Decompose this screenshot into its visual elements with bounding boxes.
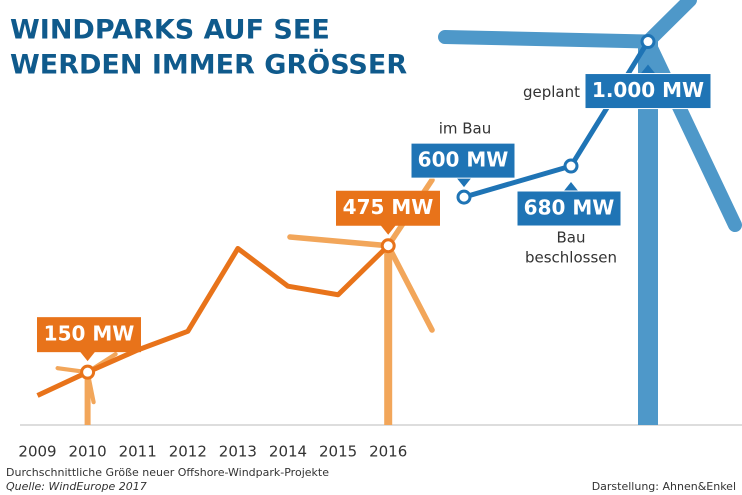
label-box: [516, 190, 622, 227]
turbine-blade: [641, 34, 742, 232]
status-label: Bau: [557, 229, 586, 247]
chart-title: WERDEN IMMER GRÖSSER: [10, 48, 407, 81]
x-tick-label: 2016: [369, 443, 407, 461]
data-point: [640, 34, 656, 50]
data-point: [380, 238, 396, 254]
x-tick-label: 2009: [18, 443, 56, 461]
data-line: [36, 243, 390, 398]
subtitle: Durchschnittliche Größe neuer Offshore-W…: [6, 466, 329, 479]
label-pointer: [456, 177, 472, 188]
turbine-blade: [641, 0, 697, 49]
label-pointer: [563, 182, 579, 193]
label-pointer: [640, 64, 656, 75]
data-label: 475 MW: [343, 195, 434, 219]
data-label: 600 MW: [418, 148, 509, 172]
data-point: [563, 158, 579, 174]
x-tick-label: 2015: [319, 443, 357, 461]
label-box: [584, 73, 712, 110]
label-box: [410, 142, 516, 179]
x-tick-label: 2010: [69, 443, 107, 461]
data-point: [456, 189, 472, 205]
status-label: im Bau: [439, 120, 492, 138]
x-tick-label: 2013: [219, 443, 257, 461]
x-tick-label: 2012: [169, 443, 207, 461]
status-label: beschlossen: [525, 249, 617, 267]
data-label: 150 MW: [44, 322, 135, 346]
turbine-blade: [438, 30, 655, 49]
status-label: geplant: [523, 83, 580, 101]
data-point: [80, 364, 96, 380]
x-tick-label: 2011: [119, 443, 157, 461]
chart-title: WINDPARKS AUF SEE: [10, 15, 330, 46]
label-pointer: [79, 351, 96, 362]
data-label: 1.000 MW: [592, 78, 704, 102]
x-tick-label: 2014: [269, 443, 307, 461]
credit: Darstellung: Ahnen&Enkel: [592, 480, 736, 493]
turbine-blade: [287, 234, 391, 249]
source: Quelle: WindEurope 2017: [6, 480, 147, 493]
turbine-blade: [385, 242, 435, 333]
label-pointer: [380, 224, 397, 235]
label-box: [37, 317, 141, 353]
data-label: 680 MW: [524, 196, 615, 220]
label-box: [336, 190, 440, 226]
